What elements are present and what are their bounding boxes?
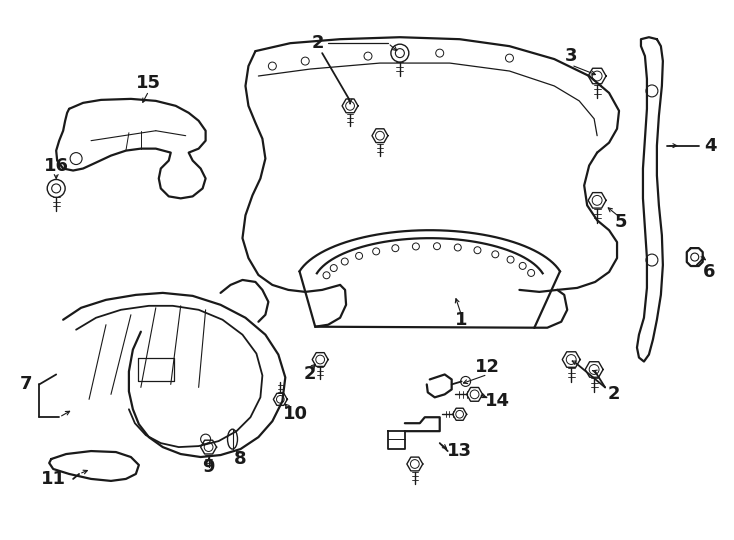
Text: 6: 6 (702, 263, 715, 281)
Text: 5: 5 (615, 213, 628, 231)
Text: 15: 15 (137, 74, 161, 92)
Text: 2: 2 (312, 34, 324, 52)
Text: 11: 11 (40, 470, 65, 488)
Text: 1: 1 (455, 310, 468, 329)
Text: 3: 3 (565, 47, 578, 65)
Text: 12: 12 (475, 359, 500, 376)
Text: 9: 9 (203, 458, 215, 476)
Text: 16: 16 (44, 157, 69, 174)
Text: 2: 2 (304, 366, 316, 383)
Text: 13: 13 (447, 442, 472, 460)
Text: 4: 4 (705, 137, 717, 154)
Text: 10: 10 (283, 405, 308, 423)
Text: 2: 2 (608, 386, 620, 403)
Text: 7: 7 (20, 375, 32, 394)
Text: 14: 14 (485, 393, 510, 410)
Text: 8: 8 (234, 450, 247, 468)
